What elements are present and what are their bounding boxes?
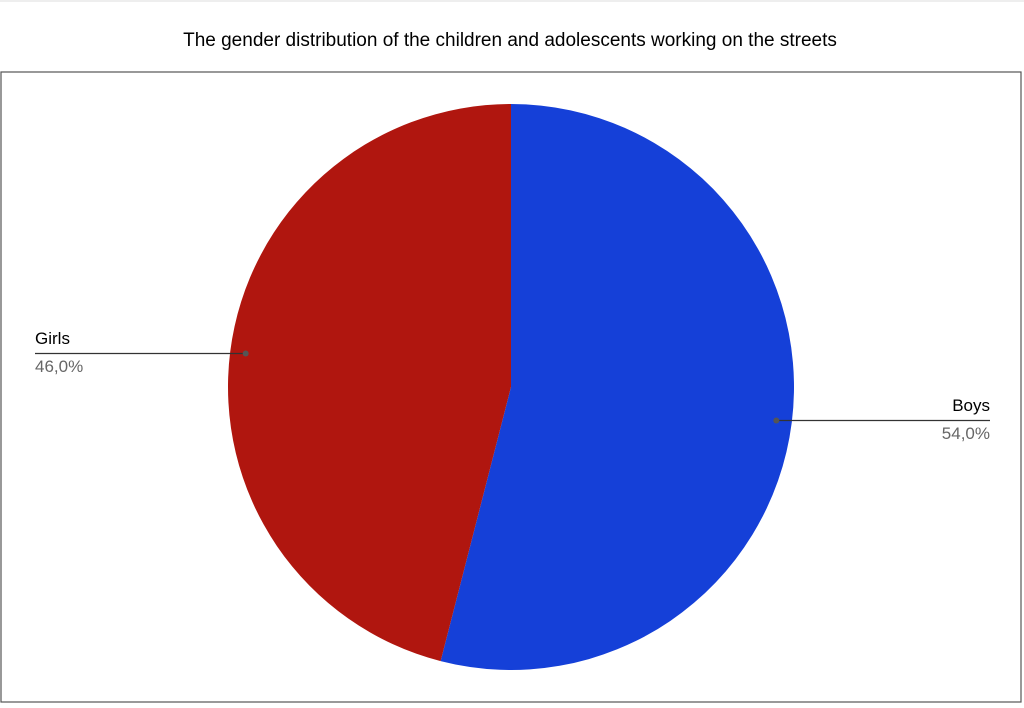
- pie-slice: [227, 104, 511, 662]
- legend-label: Girls: [35, 329, 70, 348]
- leader-dot: [773, 417, 780, 424]
- chart-title: The gender distribution of the children …: [183, 30, 837, 51]
- pie-slice: [440, 104, 794, 670]
- data-label: 46,0%: [35, 357, 83, 376]
- data-label: 54,0%: [942, 424, 990, 443]
- leader-dot: [242, 350, 249, 357]
- chart-frame: [0, 71, 1022, 703]
- legend-label: Boys: [952, 396, 990, 415]
